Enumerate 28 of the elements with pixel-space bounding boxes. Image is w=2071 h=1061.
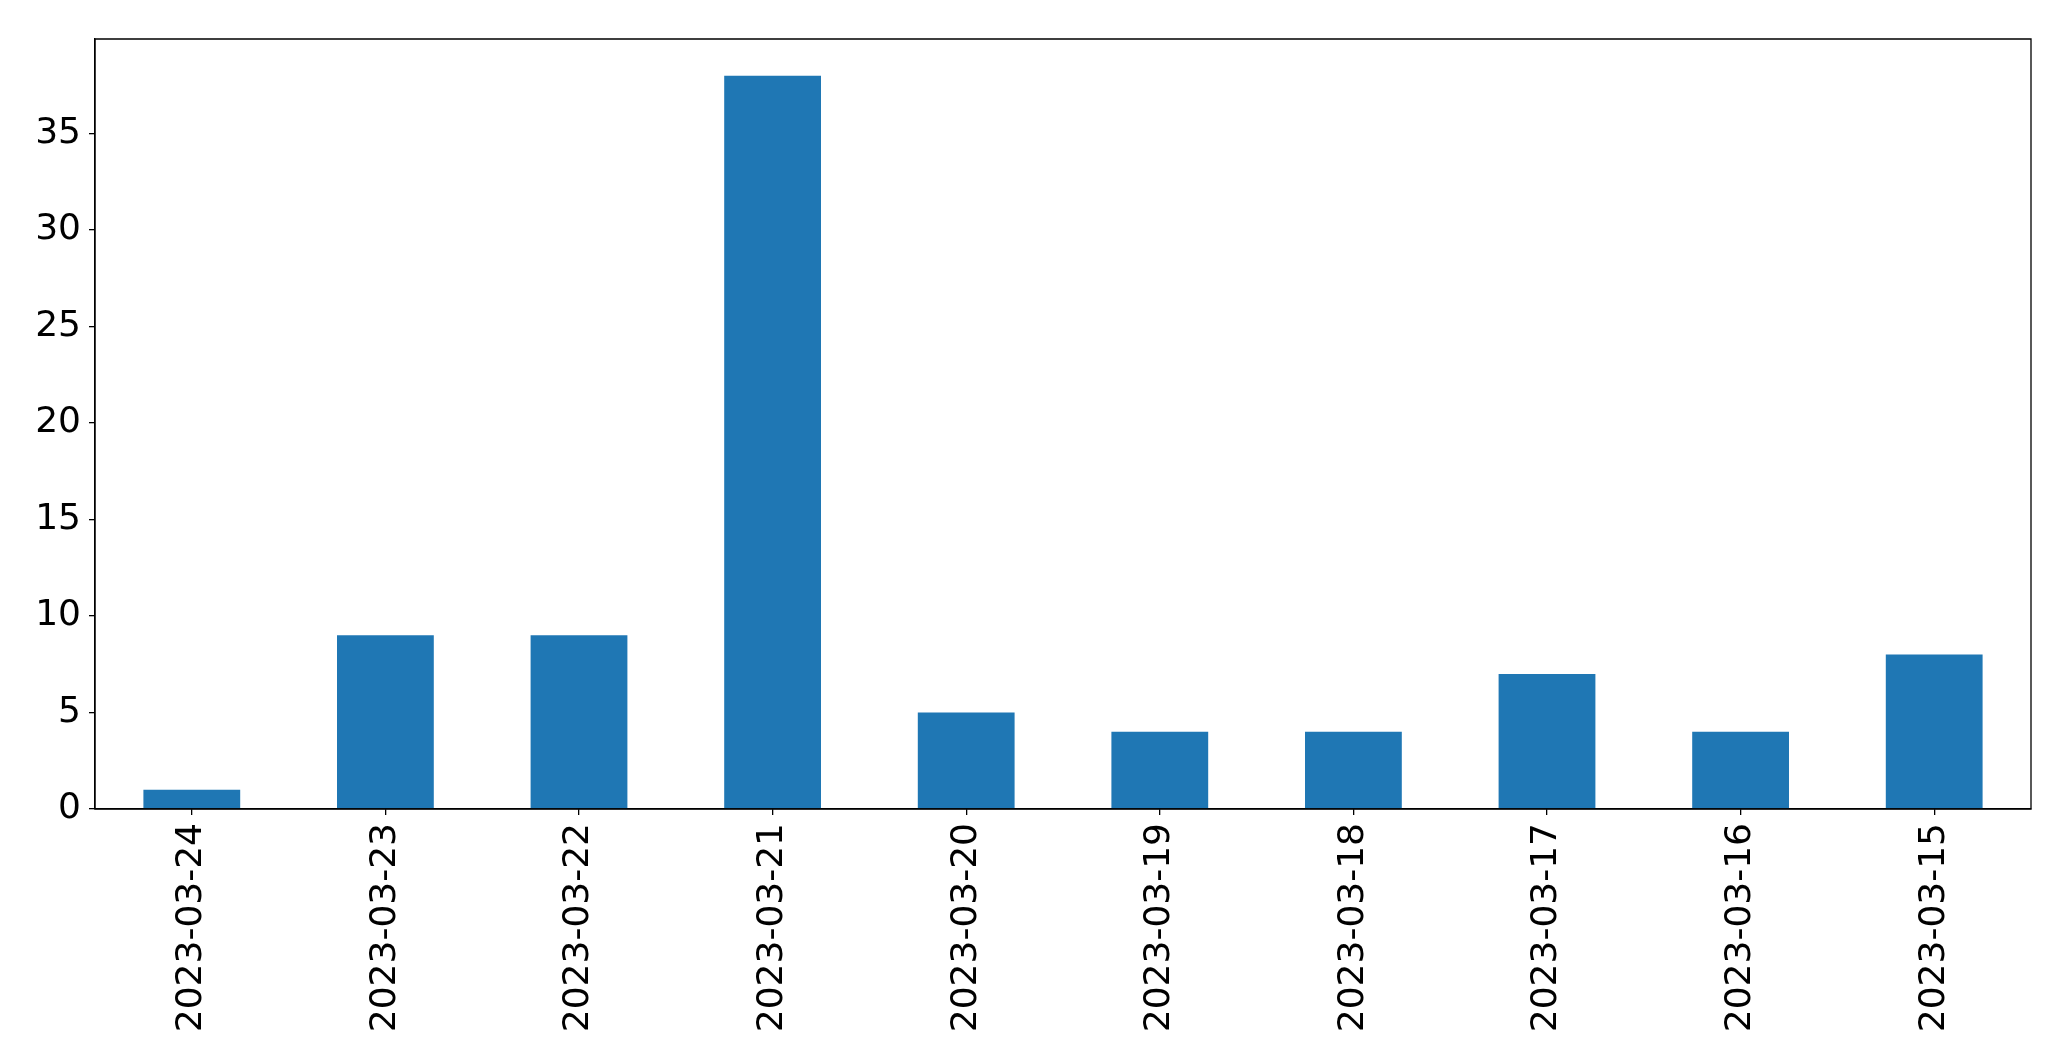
x-tick-label: 2023-03-18 [1329, 823, 1371, 1033]
y-tick-label: 35 [35, 109, 81, 151]
x-tick-label: 2023-03-23 [361, 823, 403, 1033]
y-tick-label: 20 [35, 399, 81, 441]
y-tick-label: 5 [58, 688, 81, 730]
x-tick-label: 2023-03-22 [555, 823, 597, 1033]
x-tick-label: 2023-03-19 [1136, 823, 1178, 1033]
bar [1305, 731, 1402, 809]
y-tick-label: 0 [58, 785, 81, 827]
bar [724, 75, 821, 809]
y-tick-label: 10 [35, 592, 81, 634]
x-tick-label: 2023-03-17 [1523, 823, 1565, 1033]
x-tick-label: 2023-03-20 [942, 823, 984, 1033]
y-tick-label: 15 [35, 495, 81, 537]
bar [917, 712, 1015, 809]
y-tick-label: 25 [35, 302, 81, 344]
bar [1111, 731, 1209, 809]
x-tick-label: 2023-03-24 [168, 823, 210, 1033]
bar [1498, 673, 1596, 809]
bar [337, 635, 434, 809]
bar [1885, 654, 1983, 809]
y-tick-label: 30 [35, 206, 81, 248]
bar [143, 789, 241, 809]
x-tick-label: 2023-03-21 [748, 823, 790, 1033]
bar [530, 635, 628, 809]
x-tick-label: 2023-03-16 [1716, 823, 1758, 1033]
x-tick-label: 2023-03-15 [1910, 823, 1952, 1033]
bar [1692, 731, 1789, 809]
